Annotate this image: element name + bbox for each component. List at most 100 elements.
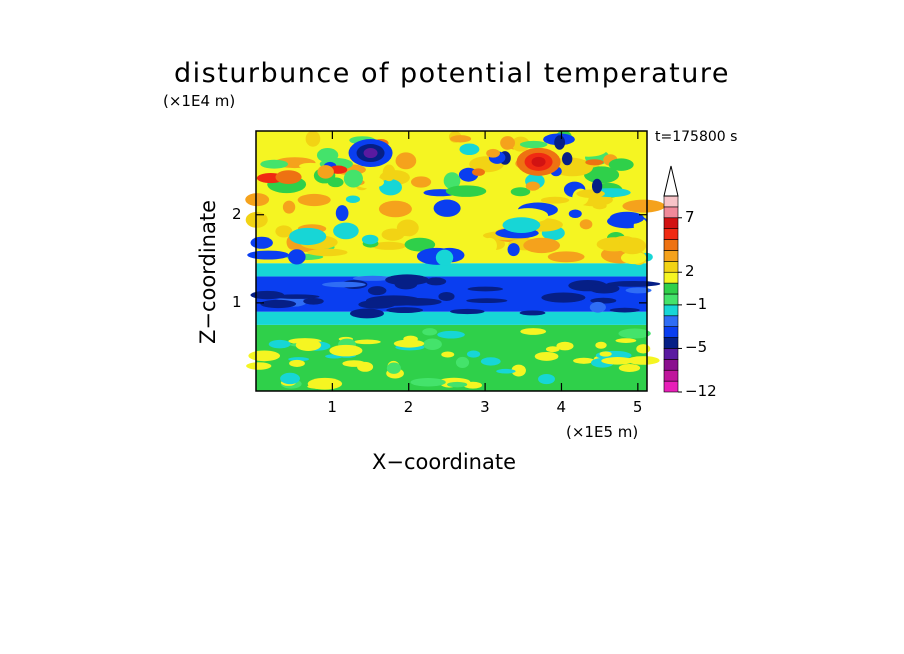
contour-cell [502, 217, 541, 233]
contour-cell [410, 176, 432, 188]
contour-cell [615, 338, 637, 343]
contour-cell [601, 357, 634, 365]
x-tick-label: 5 [632, 398, 643, 416]
contour-cell [618, 237, 647, 255]
contour-cell [547, 251, 585, 263]
contour-cell [386, 362, 401, 374]
contour-cell [357, 361, 374, 372]
colorbar-label: 2 [685, 262, 695, 281]
contour-cell [551, 158, 594, 177]
contour-cell [463, 381, 483, 389]
contour-cell [299, 162, 323, 170]
contour-cell [379, 179, 402, 196]
contour-cell [584, 166, 620, 184]
contour-cell [404, 237, 436, 252]
contour-cell [447, 381, 468, 388]
contour-cell [520, 328, 547, 335]
contour-cell [250, 236, 273, 249]
contour-cell [248, 350, 281, 362]
contour-cell [381, 228, 405, 241]
contour-cell [425, 277, 447, 286]
chart-title: disturbunce of potential temperature [174, 58, 730, 89]
contour-cell [556, 341, 574, 351]
contour-cell [361, 234, 379, 245]
contour-cell [333, 222, 359, 240]
colorbar-segment [663, 217, 679, 229]
contour-cell [275, 225, 293, 238]
contour-cell [268, 339, 291, 349]
contour-cell [282, 200, 296, 214]
contour-cell [620, 251, 647, 265]
field-band [256, 311, 647, 325]
contour-cell [273, 294, 320, 299]
contour-cell [455, 356, 470, 369]
contour-cell [519, 310, 546, 316]
contour-cell [519, 140, 548, 149]
contour-cell [607, 280, 661, 287]
colorbar-segment [663, 271, 679, 284]
contour-cell [538, 373, 556, 385]
contour-cell [609, 211, 645, 225]
x-tick-label: 1 [327, 398, 337, 416]
contour-cell [480, 357, 501, 366]
contour-cell [289, 227, 327, 246]
contour-cell [307, 248, 348, 257]
contour-cell [511, 364, 526, 377]
contour-cell [568, 209, 582, 219]
contour-cell [626, 356, 660, 365]
contour-cell [595, 341, 607, 349]
contour-cell [349, 308, 384, 319]
contour-cell [317, 165, 334, 179]
contour-cell [608, 158, 634, 171]
contour-cell [303, 297, 324, 305]
contour-cell [472, 168, 485, 176]
contour-cell [367, 286, 387, 296]
contour-cell [450, 308, 485, 315]
colorbar-segment [663, 228, 679, 240]
contour-cell [329, 344, 363, 357]
contour-cell [523, 237, 561, 254]
contour-cell [618, 363, 641, 372]
contour-cell [378, 200, 412, 218]
contour-cell [386, 307, 424, 314]
contour-cell [486, 148, 500, 158]
contour-cell [540, 196, 570, 204]
contour-cell [496, 368, 516, 374]
contour-cell [438, 291, 455, 301]
contour-cell [452, 222, 468, 240]
contour-cell [246, 362, 272, 370]
contour-cell [343, 169, 363, 188]
contour-cell [352, 275, 393, 281]
colorbar-segment [663, 359, 679, 371]
colorbar-segment [663, 195, 679, 208]
contour-cell [437, 330, 465, 339]
contour-cell [510, 187, 531, 197]
contour-cell [382, 164, 396, 182]
colorbar-label: 7 [685, 207, 695, 226]
contour-cell [433, 199, 461, 217]
contour-cell [288, 249, 306, 265]
contour-cell [395, 152, 417, 170]
contour-cell [625, 287, 652, 294]
colorbar-segment [663, 348, 679, 360]
contour-cell [247, 250, 290, 260]
colorbar-label: −1 [685, 294, 708, 313]
contour-cell [410, 378, 446, 387]
contour-cell [569, 141, 608, 157]
contour-cell [371, 241, 406, 250]
contour-cell [275, 170, 302, 185]
contour-cell [459, 143, 480, 156]
colorbar-segment [663, 250, 679, 262]
contour-cell [467, 286, 504, 292]
colorbar-segment [663, 304, 679, 317]
contour-cell [534, 351, 559, 361]
contour-cell [250, 290, 285, 300]
colorbar-segment [663, 369, 679, 382]
contour-cell [260, 159, 289, 169]
contour-cell [445, 185, 487, 197]
field-band [256, 263, 647, 277]
contour-cell [394, 278, 418, 290]
contour-cell [475, 251, 507, 260]
